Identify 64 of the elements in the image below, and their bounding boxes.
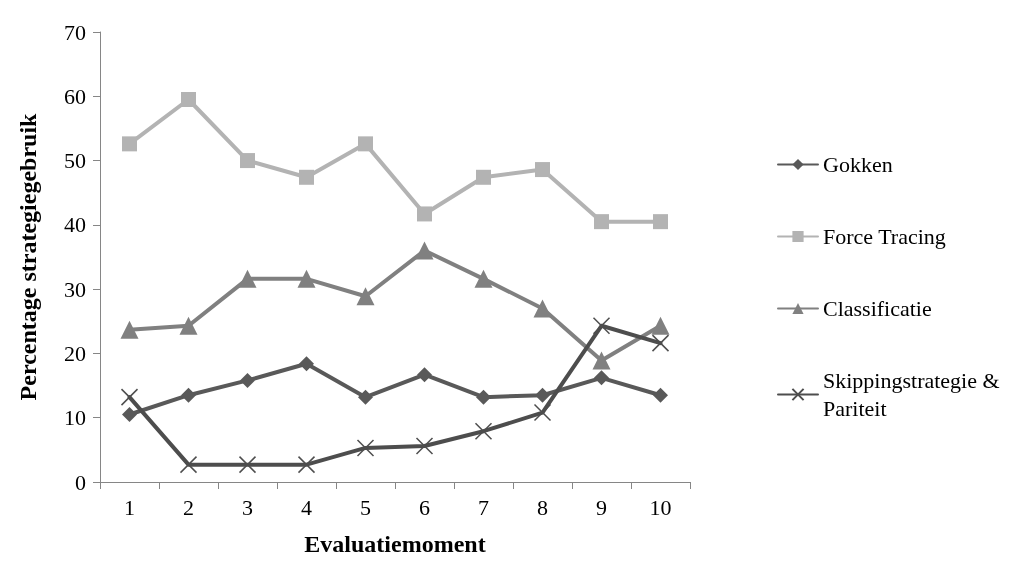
point: [535, 387, 550, 403]
point: [592, 351, 611, 370]
legend-label: Force Tracing: [823, 224, 946, 249]
y-tick-label: 60: [64, 83, 86, 109]
point: [358, 389, 373, 405]
point: [297, 455, 316, 474]
y-tick-label: 10: [64, 405, 86, 431]
point: [415, 437, 434, 455]
point: [297, 269, 316, 288]
point: [358, 136, 373, 152]
x-tick-label: 2: [183, 494, 194, 520]
point: [122, 407, 137, 422]
x-tick-label: 9: [596, 494, 607, 520]
point: [594, 370, 609, 386]
legend-label: Gokken: [823, 152, 893, 177]
point: [299, 356, 314, 372]
point: [417, 206, 432, 222]
point: [415, 241, 434, 260]
point: [356, 439, 375, 457]
point: [181, 92, 196, 107]
point: [122, 136, 137, 152]
point: [240, 372, 255, 388]
x-tick-label: 5: [360, 494, 371, 520]
point: [476, 389, 491, 405]
point: [476, 169, 491, 185]
x-axis-title: Evaluatiemoment: [304, 531, 486, 557]
point: [181, 387, 196, 403]
point: [179, 455, 198, 474]
point: [533, 403, 552, 422]
point: [653, 214, 668, 230]
point: [592, 317, 611, 335]
x-tick-label: 10: [649, 494, 672, 520]
y-axis-title: Percentage strategiegebruik: [15, 112, 41, 401]
x-tick-label: 7: [478, 494, 489, 520]
point: [653, 387, 668, 403]
point: [533, 299, 552, 318]
point: [238, 269, 257, 288]
y-tick-label: 20: [64, 340, 86, 366]
point: [238, 455, 257, 474]
x-tick-label: 8: [537, 494, 548, 520]
point: [651, 334, 670, 352]
x-tick-label: 1: [124, 494, 135, 520]
point: [417, 367, 432, 383]
point: [474, 422, 493, 440]
point: [535, 162, 550, 178]
point: [474, 269, 493, 288]
y-tick-label: 40: [64, 212, 86, 238]
y-tick-label: 70: [64, 19, 86, 45]
point: [299, 169, 314, 185]
x-tick-label: 4: [301, 494, 312, 520]
point: [179, 316, 198, 335]
point: [240, 153, 255, 169]
y-tick-label: 50: [64, 148, 86, 174]
legend-label: Skippingstrategie & Pariteit: [823, 368, 1006, 421]
x-tick-label: 6: [419, 494, 430, 520]
point: [120, 388, 139, 406]
y-tick-label: 30: [64, 276, 86, 302]
point: [356, 287, 375, 306]
x-tick-label: 3: [242, 494, 253, 520]
point: [120, 320, 139, 339]
point: [594, 214, 609, 230]
y-tick-label: 0: [75, 469, 86, 495]
legend-label: Classificatie: [823, 296, 932, 321]
point: [651, 316, 670, 335]
